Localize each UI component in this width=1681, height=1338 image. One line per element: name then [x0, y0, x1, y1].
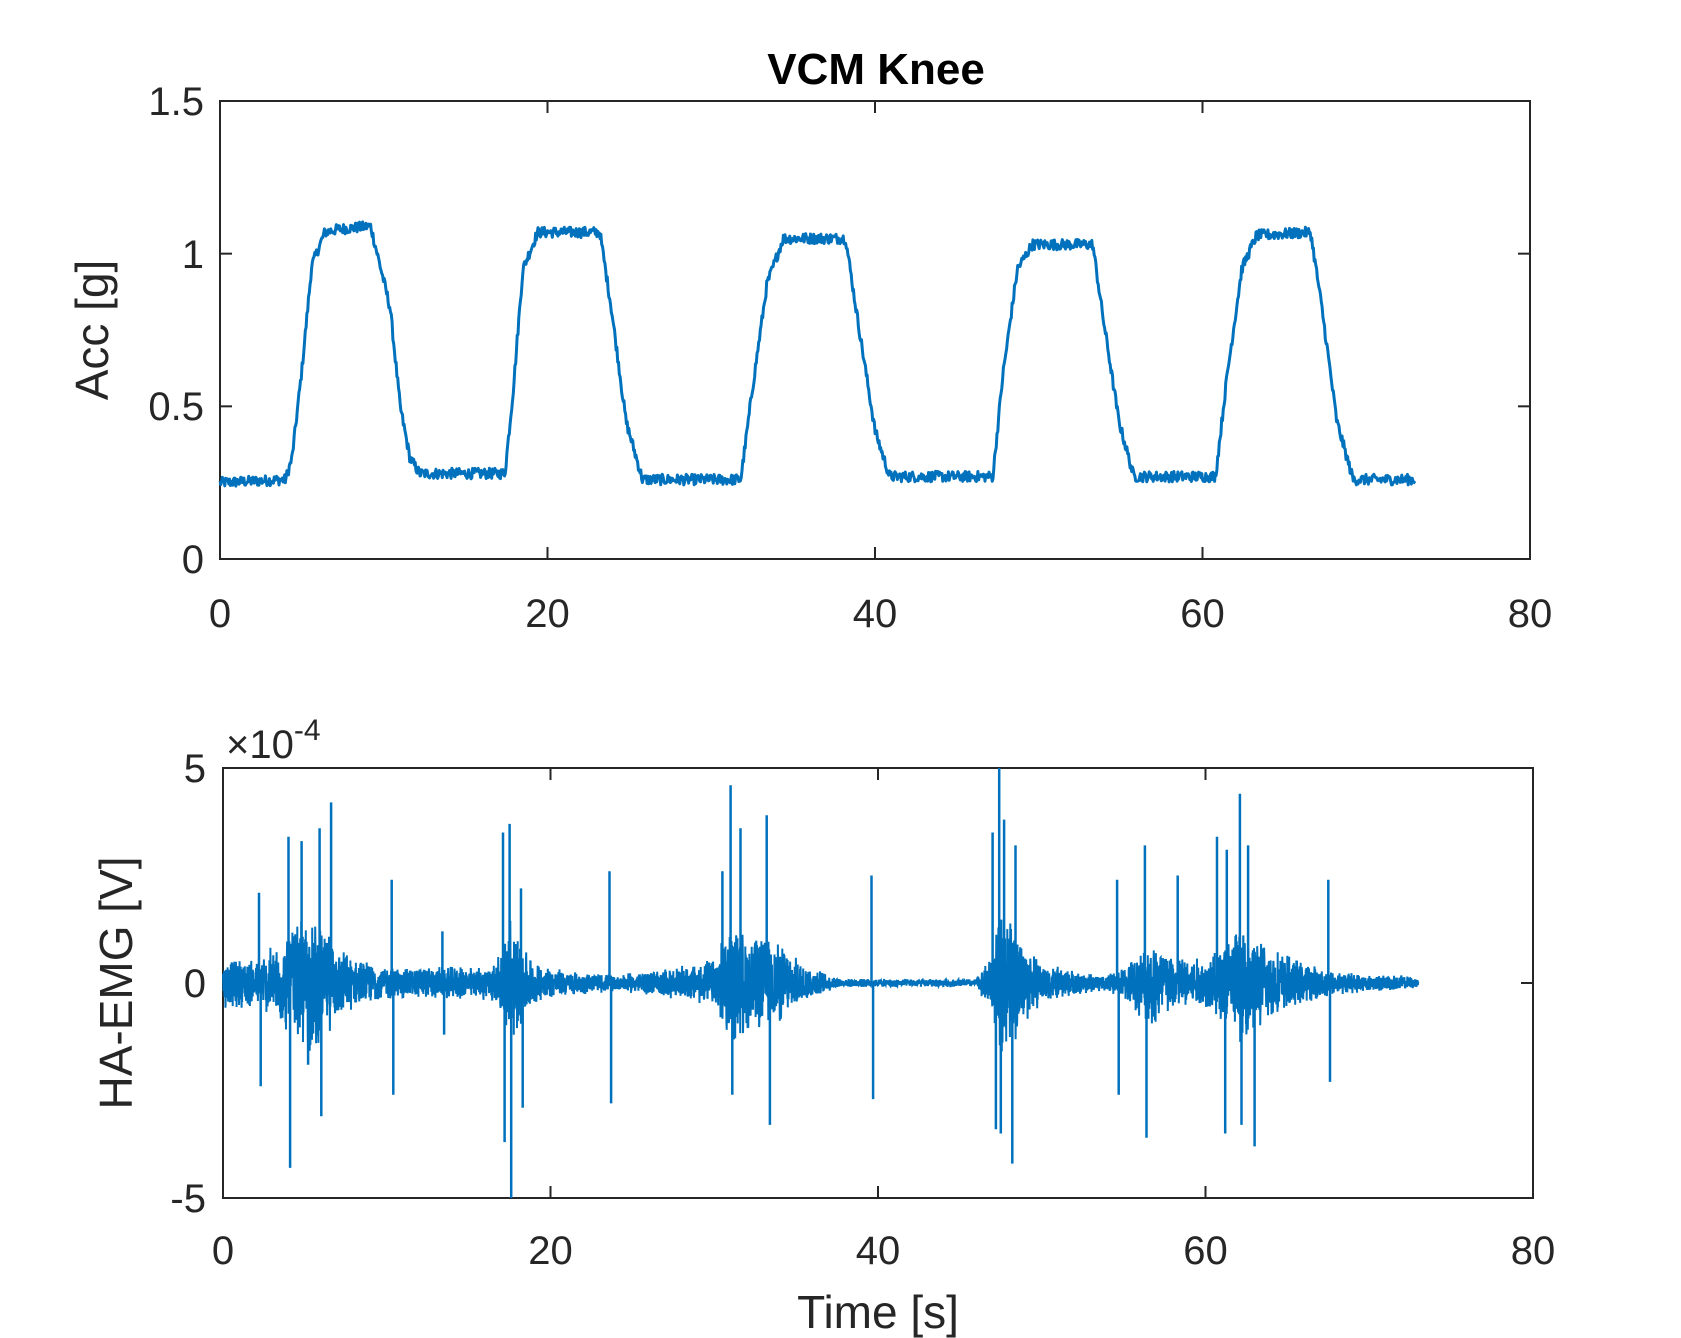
emg-x-axis-label: Time [s]: [797, 1286, 959, 1338]
acc-y-tick-label: 0: [182, 538, 204, 582]
emg-x-tick-label: 80: [1511, 1229, 1556, 1273]
acc-y-tick-label: 1: [182, 233, 204, 277]
acc-x-tick-label: 80: [1508, 592, 1553, 636]
emg-y-tick-label: 5: [184, 747, 206, 791]
emg-x-tick-label: 40: [856, 1229, 901, 1273]
emg-series-spikes: [257, 768, 1332, 1198]
emg-x-tick-labels: 0 20 40 60 80: [212, 1229, 1555, 1273]
emg-x-tick-label: 0: [212, 1229, 234, 1273]
acc-y-axis-label: Acc [g]: [66, 260, 118, 401]
acc-y-tick-label: 1.5: [148, 80, 204, 124]
emg-subplot: 0 20 40 60 80 -5 0 5 ×10-4 HA-EMG [V] Ti…: [90, 714, 1555, 1338]
acc-subplot: VCM Knee 0 20 40 60 80 0 0.5 1 1.5 Acc […: [66, 45, 1552, 636]
emg-y-tick-labels: -5 0 5: [170, 747, 206, 1221]
emg-y-exponent: -4: [294, 714, 321, 747]
emg-y-axis-label: HA-EMG [V]: [90, 856, 142, 1109]
acc-y-tick-labels: 0 0.5 1 1.5: [148, 80, 204, 582]
acc-ticks: [219, 100, 1531, 560]
acc-y-tick-label: 0.5: [148, 385, 204, 429]
emg-y-tick-label: 0: [184, 962, 206, 1006]
emg-y-tick-label: -5: [170, 1177, 206, 1221]
emg-y-multiplier: ×10: [226, 723, 294, 767]
acc-x-tick-labels: 0 20 40 60 80: [209, 592, 1552, 636]
emg-x-tick-label: 60: [1183, 1229, 1228, 1273]
emg-y-exponent-label: ×10-4: [226, 714, 321, 767]
acc-x-tick-label: 40: [853, 592, 898, 636]
chart-title: VCM Knee: [767, 45, 985, 94]
acc-series-line: [218, 220, 1417, 488]
acc-x-tick-label: 20: [525, 592, 570, 636]
acc-x-tick-label: 60: [1180, 592, 1225, 636]
acc-x-tick-label: 0: [209, 592, 231, 636]
emg-ticks: [222, 767, 1534, 1199]
emg-x-tick-label: 20: [528, 1229, 573, 1273]
emg-series-trace: [222, 919, 1420, 1052]
